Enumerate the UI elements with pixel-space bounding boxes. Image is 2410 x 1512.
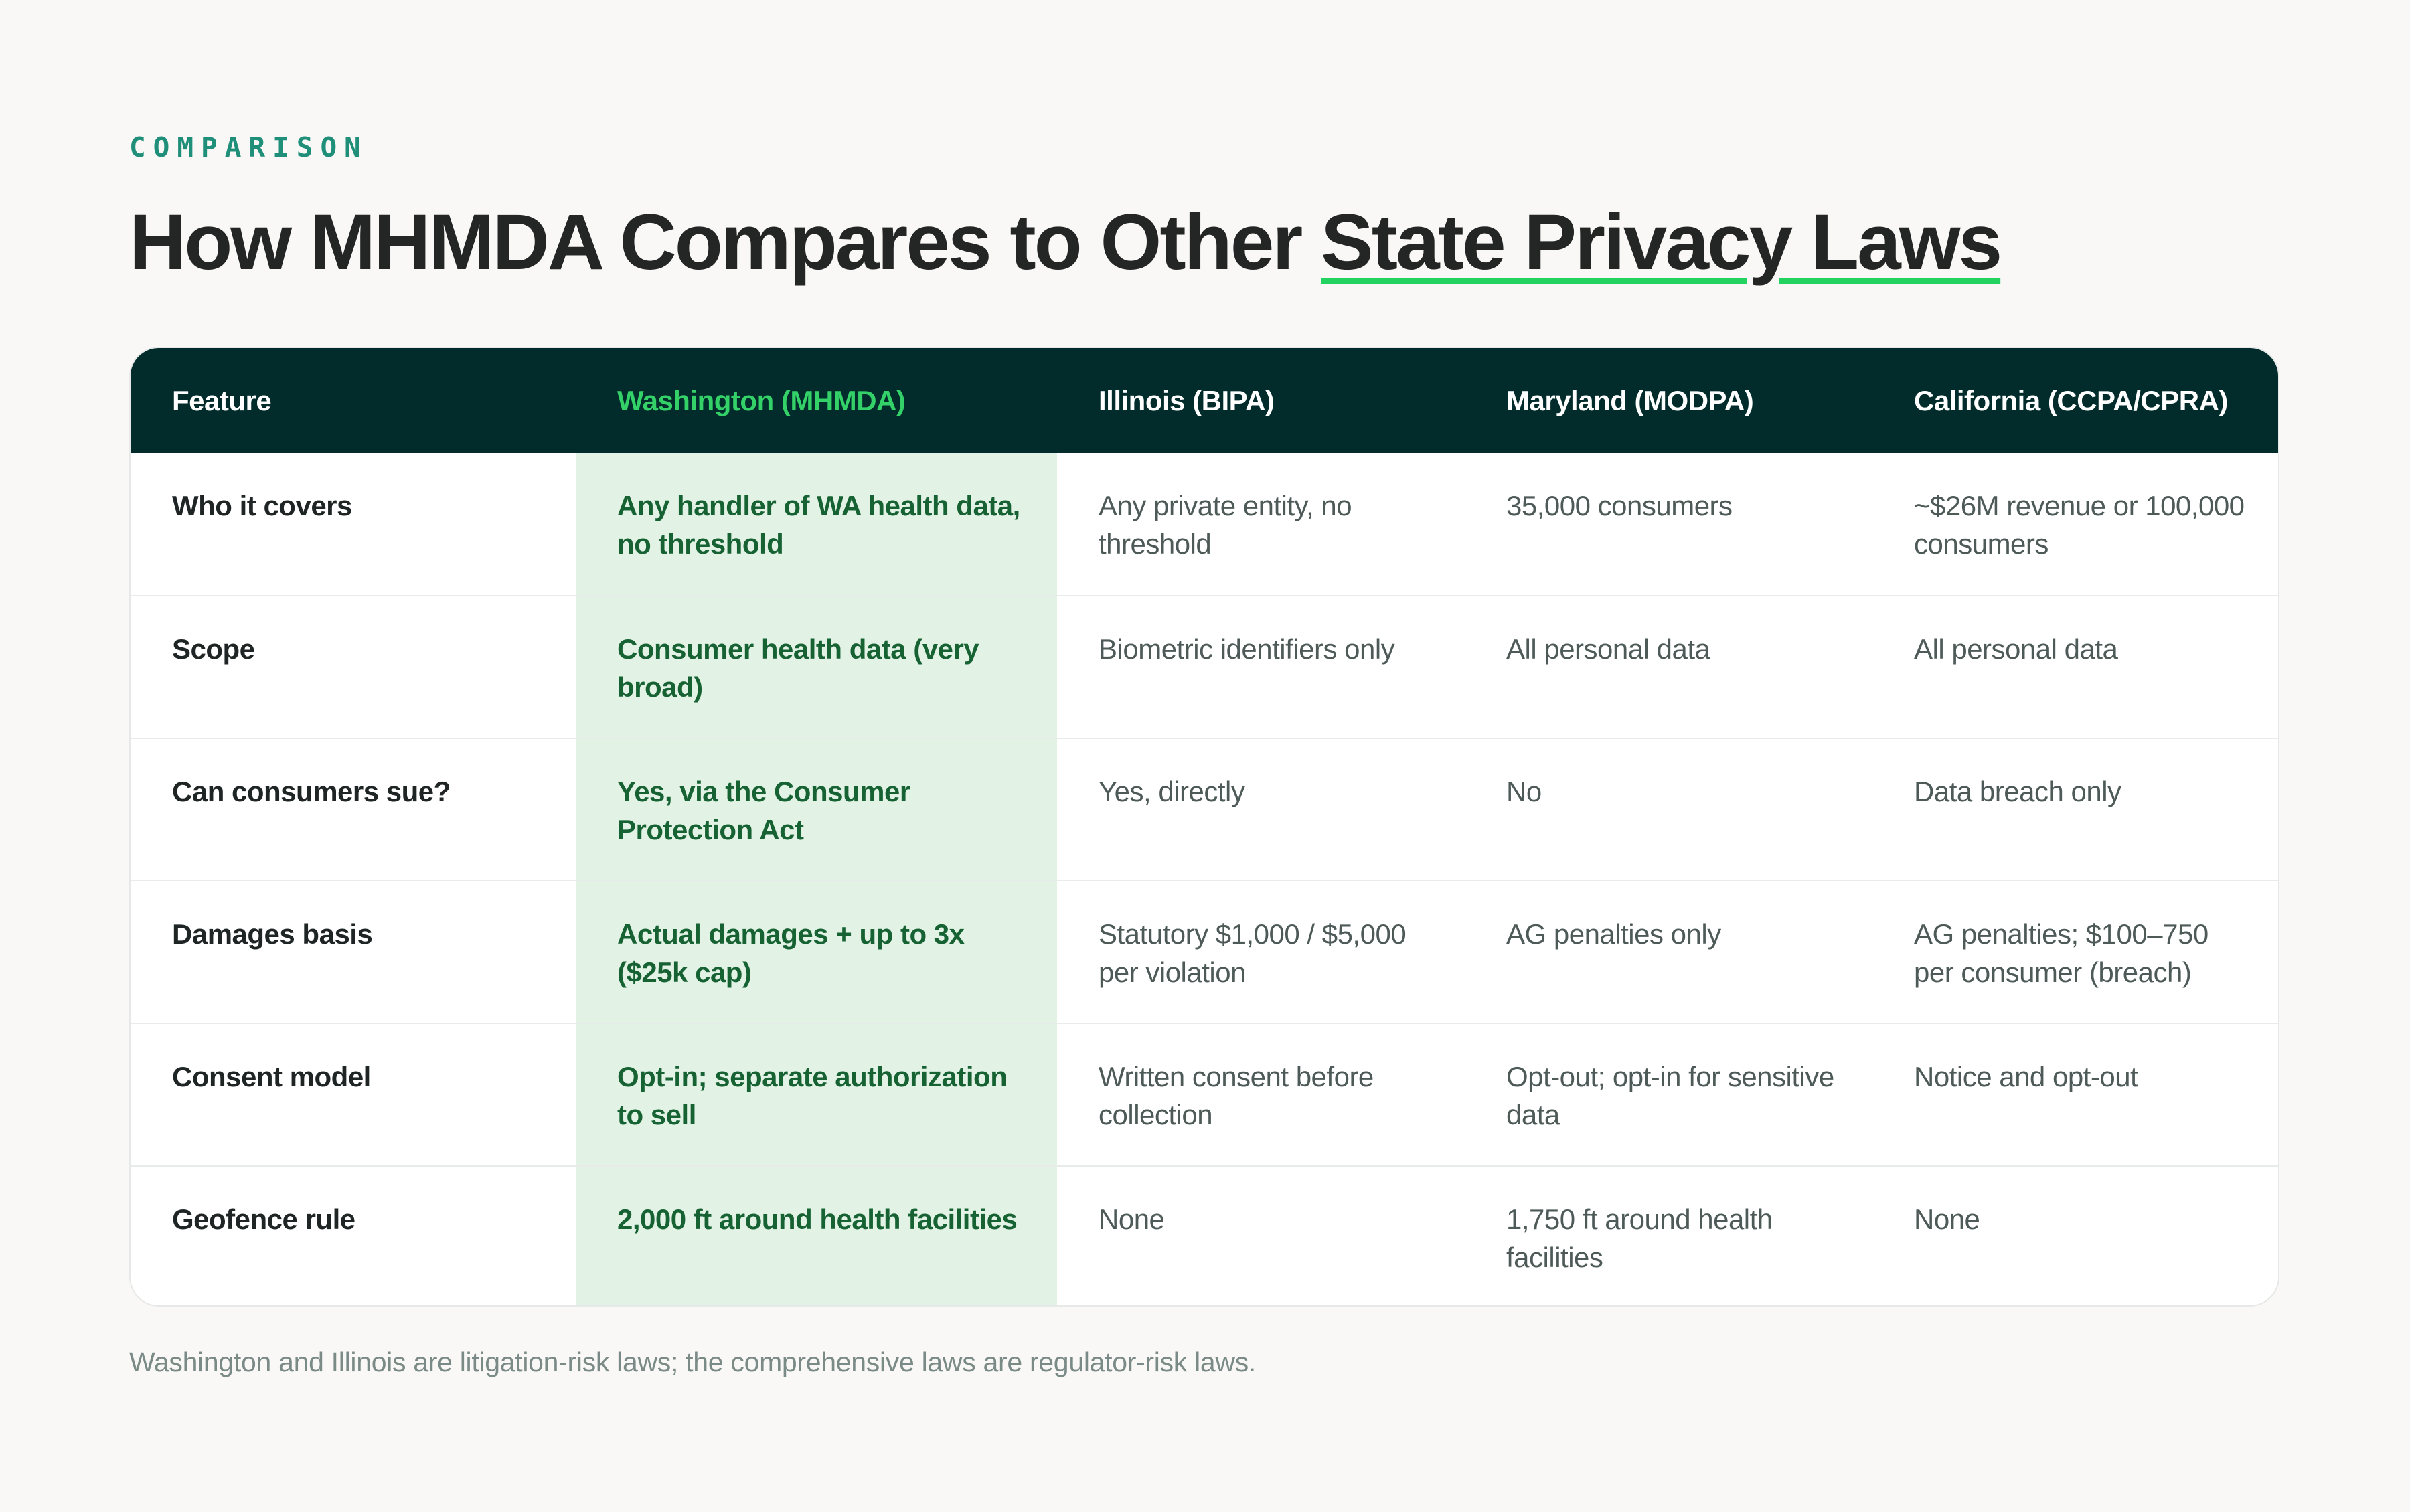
feature-cell: Consent model — [172, 1061, 371, 1092]
table-row: Geofence rule 2,000 ft around health fac… — [131, 1166, 2278, 1305]
header-washington: Washington (MHMDA) — [617, 384, 906, 416]
illinois-cell: Biometric identifiers only — [1099, 633, 1395, 665]
title-prefix: How MHMDA Compares to Other — [129, 198, 1321, 286]
footnote: Washington and Illinois are litigation-r… — [129, 1347, 1256, 1377]
illinois-cell: Written consent before collection — [1099, 1061, 1374, 1130]
table-row: Damages basis Actual damages + up to 3x … — [131, 881, 2278, 1023]
maryland-cell: 1,750 ft around health facilities — [1506, 1203, 1773, 1273]
maryland-cell: 35,000 consumers — [1506, 490, 1733, 521]
illinois-cell: Yes, directly — [1099, 776, 1245, 807]
feature-cell: Scope — [172, 633, 255, 665]
california-cell: All personal data — [1914, 633, 2118, 665]
table-row: Who it covers Any handler of WA health d… — [131, 453, 2278, 596]
table-row: Can consumers sue? Yes, via the Consumer… — [131, 738, 2278, 881]
header-california: California (CCPA/CPRA) — [1914, 384, 2228, 416]
california-cell: None — [1914, 1203, 1980, 1235]
comparison-table: Feature Washington (MHMDA) Illinois (BIP… — [131, 348, 2278, 1305]
illinois-cell: None — [1099, 1203, 1165, 1235]
maryland-cell: No — [1506, 776, 1542, 807]
header-feature: Feature — [172, 384, 272, 416]
illinois-cell: Statutory $1,000 / $5,000 per violation — [1099, 918, 1407, 988]
california-cell: Data breach only — [1914, 776, 2121, 807]
maryland-cell: All personal data — [1506, 633, 1710, 665]
washington-cell: Yes, via the Consumer Protection Act — [576, 738, 1057, 881]
feature-cell: Damages basis — [172, 918, 373, 950]
page-title: How MHMDA Compares to Other State Privac… — [129, 189, 2002, 296]
feature-cell: Who it covers — [172, 490, 352, 521]
california-cell: Notice and opt-out — [1914, 1061, 2138, 1092]
comparison-table-card: Feature Washington (MHMDA) Illinois (BIP… — [129, 347, 2279, 1307]
california-cell: AG penalties; $100–750 per consumer (bre… — [1914, 918, 2208, 988]
header-illinois: Illinois (BIPA) — [1099, 384, 1275, 416]
washington-cell: Any handler of WA health data, no thresh… — [576, 453, 1057, 596]
table-row: Scope Consumer health data (very broad) … — [131, 596, 2278, 738]
washington-cell: 2,000 ft around health facilities — [576, 1166, 1057, 1305]
feature-cell: Can consumers sue? — [172, 776, 451, 807]
title-highlight: State Privacy Laws — [1321, 198, 2002, 286]
maryland-cell: Opt-out; opt-in for sensitive data — [1506, 1061, 1834, 1130]
washington-cell: Actual damages + up to 3x ($25k cap) — [576, 881, 1057, 1023]
eyebrow-label: COMPARISON — [129, 131, 368, 163]
washington-cell: Opt-in; separate authorization to sell — [576, 1023, 1057, 1166]
california-cell: ~$26M revenue or 100,000 consumers — [1914, 490, 2245, 560]
table-row: Consent model Opt-in; separate authoriza… — [131, 1023, 2278, 1166]
illinois-cell: Any private entity, no threshold — [1099, 490, 1352, 560]
header-maryland: Maryland (MODPA) — [1506, 384, 1754, 416]
maryland-cell: AG penalties only — [1506, 918, 1721, 950]
feature-cell: Geofence rule — [172, 1203, 355, 1235]
table-header-row: Feature Washington (MHMDA) Illinois (BIP… — [131, 348, 2278, 453]
washington-cell: Consumer health data (very broad) — [576, 596, 1057, 738]
